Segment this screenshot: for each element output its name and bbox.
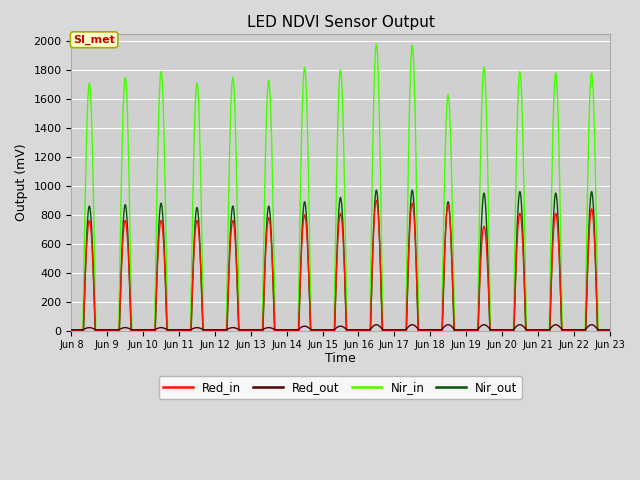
Y-axis label: Output (mV): Output (mV) [15,144,28,221]
Text: SI_met: SI_met [73,35,115,45]
Title: LED NDVI Sensor Output: LED NDVI Sensor Output [246,15,435,30]
Legend: Red_in, Red_out, Nir_in, Nir_out: Red_in, Red_out, Nir_in, Nir_out [159,376,522,399]
X-axis label: Time: Time [325,352,356,365]
